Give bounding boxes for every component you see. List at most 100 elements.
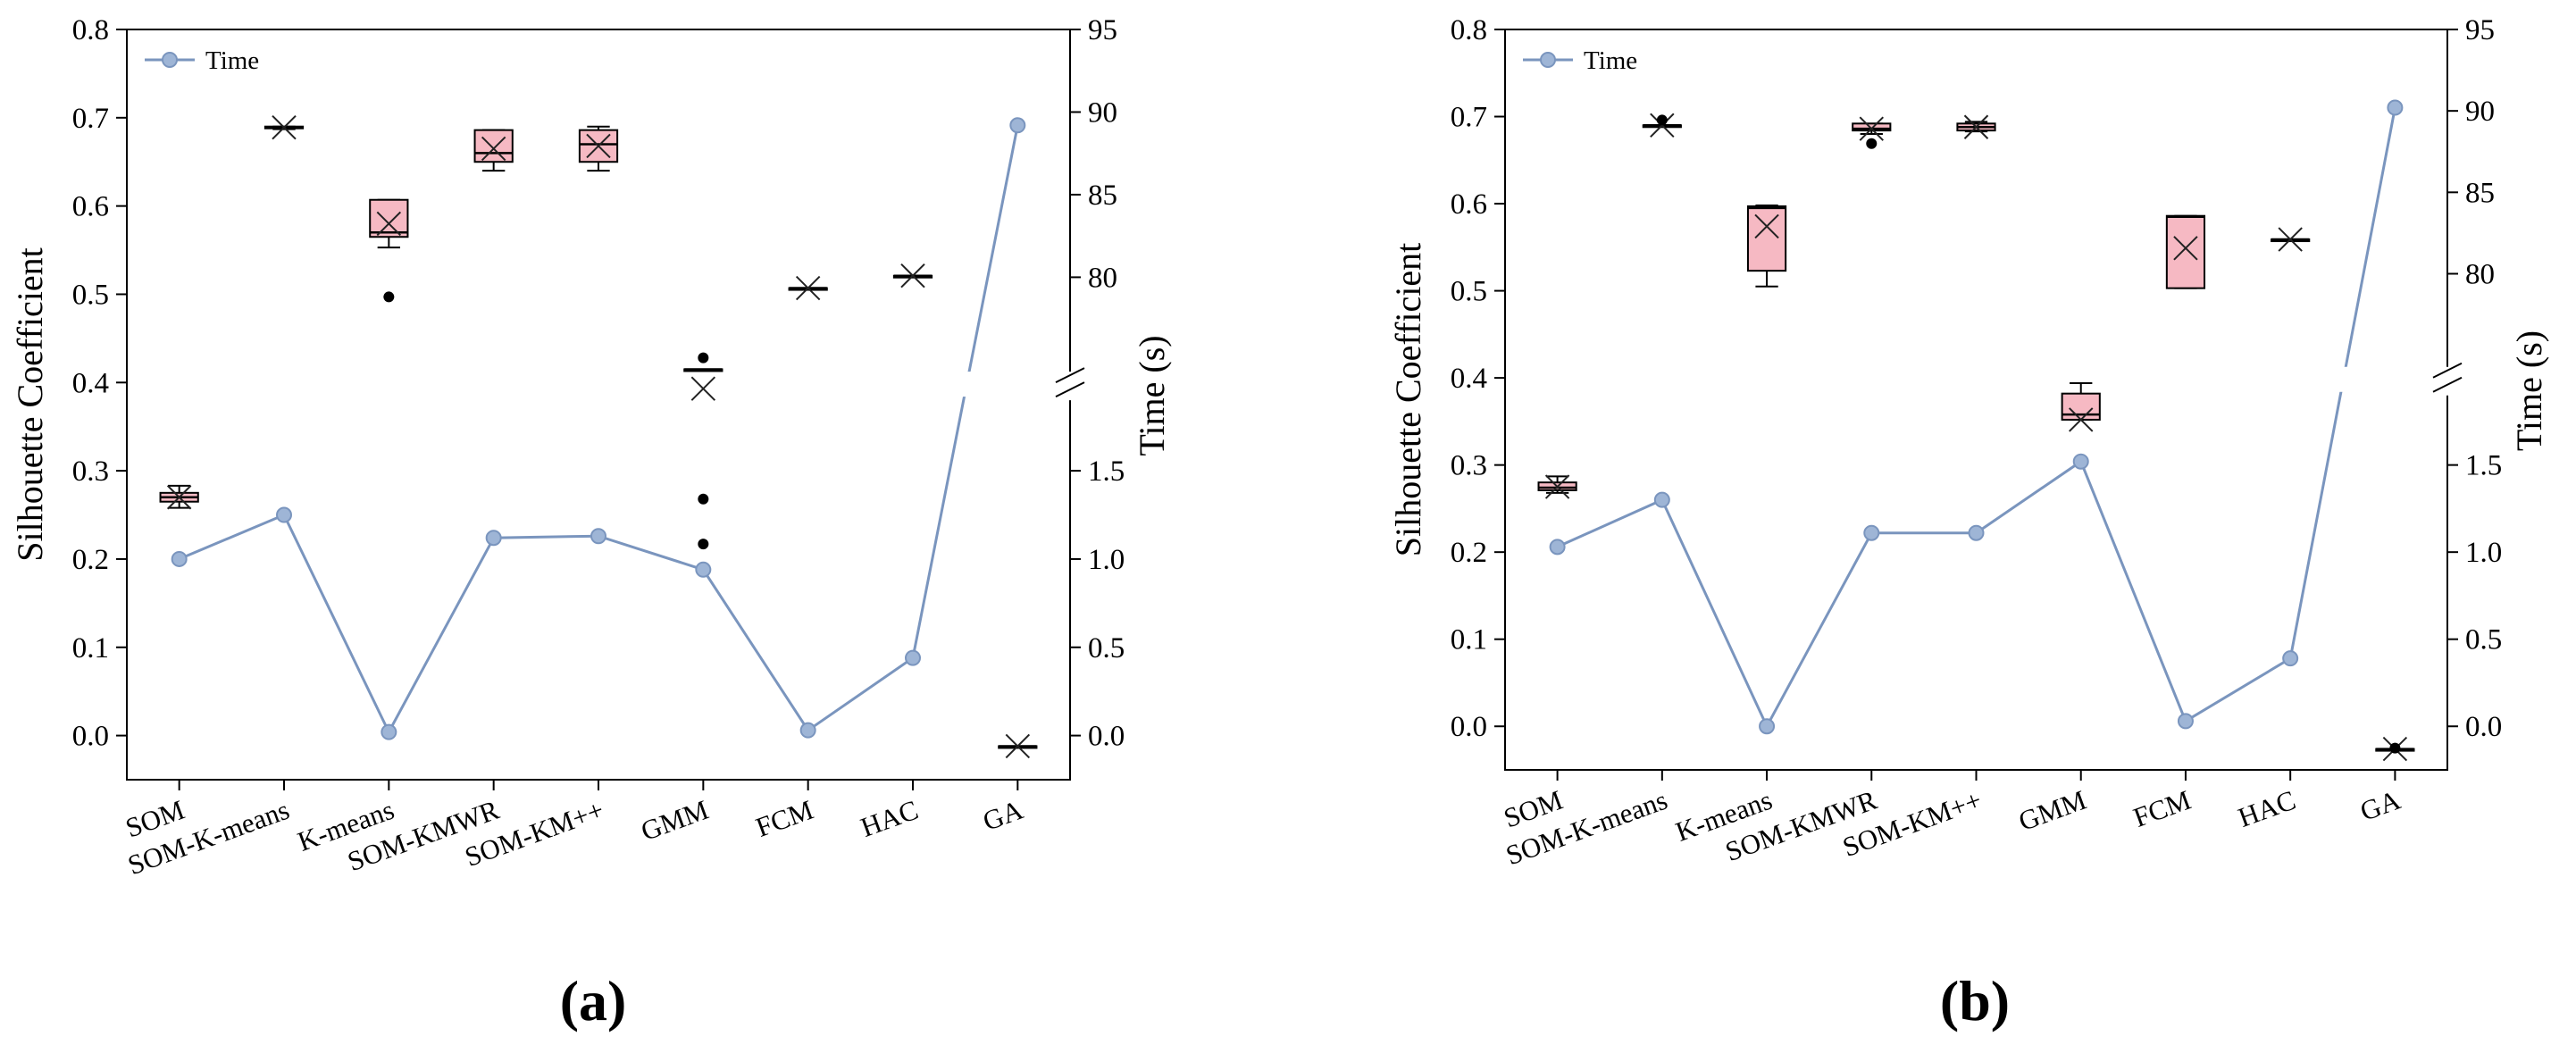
time-series-point — [381, 723, 397, 740]
box-ga — [998, 733, 1038, 759]
y-tick-label: 0.2 — [1451, 537, 1487, 569]
time-series-point — [799, 722, 816, 739]
y2-tick-label: 1.0 — [2465, 537, 2502, 569]
box-hac — [892, 263, 933, 288]
box-gmm — [683, 352, 723, 550]
box-som-kmwr — [473, 129, 514, 172]
time-series-point — [485, 530, 502, 547]
axis-break-mark — [1055, 367, 1085, 401]
box-som-km- — [578, 125, 619, 172]
box-mean-marker — [376, 211, 402, 237]
panel-label: (a) — [560, 969, 627, 1032]
time-series-break-gap — [2336, 366, 2351, 392]
box-outlier — [698, 539, 709, 550]
box-body — [369, 198, 409, 238]
box-gmm — [2061, 381, 2101, 432]
time-series-point — [695, 561, 712, 578]
y-tick-label: 0.1 — [72, 632, 109, 664]
box-som-k-means — [1642, 113, 1682, 138]
y-tick-label: 0.7 — [72, 103, 109, 135]
y2-tick-label: 0.5 — [1088, 632, 1125, 664]
box-body — [1852, 122, 1892, 132]
time-series-point — [2177, 713, 2194, 730]
y2-axis-title: Time (s) — [1132, 335, 1172, 455]
axis-break-line — [1055, 381, 1085, 398]
time-series-point — [590, 528, 606, 545]
x-tick-label: FCM — [752, 794, 818, 843]
x-tick-label: HAC — [857, 794, 922, 843]
y2-tick-label: 85 — [2465, 177, 2495, 209]
time-series-point — [1549, 539, 1566, 556]
legend: Time — [1523, 46, 1637, 75]
y-tick-label: 0.3 — [72, 455, 109, 488]
box-outlier — [698, 352, 709, 364]
box-fcm — [2165, 214, 2206, 289]
y-tick-label: 0.0 — [1451, 711, 1487, 743]
box-outlier — [1656, 114, 1668, 126]
axis-break-line — [2432, 376, 2463, 393]
time-series-point — [1968, 524, 1985, 541]
y-tick-label: 0.5 — [1451, 276, 1487, 308]
time-series-point — [2072, 453, 2089, 470]
y-tick-label: 0.5 — [72, 279, 109, 311]
box-mean-marker — [1544, 474, 1570, 499]
x-tick-label: HAC — [2234, 784, 2299, 833]
box-mean-marker — [1859, 116, 1884, 141]
y-tick-label: 0.0 — [72, 721, 109, 753]
axis-break-line — [1055, 367, 1085, 384]
time-series-point — [171, 550, 188, 567]
y2-tick-label: 90 — [2465, 96, 2495, 128]
y-tick-label: 0.4 — [72, 367, 109, 399]
y-tick-label: 0.6 — [72, 191, 109, 223]
time-series-point — [1653, 491, 1670, 508]
axis-break-mark — [2432, 362, 2463, 396]
y2-tick-label: 1.0 — [1088, 544, 1125, 576]
y2-tick-label: 1.5 — [1088, 455, 1125, 488]
x-tick-label: FCM — [2129, 784, 2195, 833]
y-tick-label: 0.1 — [1451, 624, 1487, 656]
time-series-point — [1009, 117, 1026, 134]
box-mean-marker — [795, 275, 821, 301]
box-mean-marker — [690, 376, 716, 401]
box-som — [159, 484, 199, 510]
legend-marker — [162, 52, 178, 68]
y2-tick-label: 80 — [2465, 258, 2495, 290]
box-mean-marker — [1963, 114, 1989, 139]
box-som — [1537, 474, 1577, 499]
box-body — [2165, 214, 2206, 289]
y-tick-label: 0.6 — [1451, 188, 1487, 221]
box-mean-marker — [166, 485, 192, 510]
box-mean-marker — [1005, 733, 1031, 759]
box-mean-marker — [1754, 213, 1779, 239]
box-body — [1746, 205, 1787, 272]
time-series-point — [2387, 99, 2404, 116]
box-outlier — [2389, 742, 2401, 754]
plot-frame — [1504, 29, 2448, 771]
y-tick-label: 0.2 — [72, 544, 109, 576]
box-mean-marker — [272, 114, 297, 140]
box-fcm — [788, 275, 828, 301]
y2-tick-label: 0.0 — [1088, 721, 1125, 753]
time-series-line — [1556, 107, 2396, 730]
box-mean-marker — [2278, 227, 2303, 252]
y2-tick-label: 85 — [1088, 180, 1117, 212]
box-som-kmwr — [1852, 116, 1892, 149]
y2-tick-label: 95 — [1088, 14, 1117, 46]
y2-tick-label: 95 — [2465, 14, 2495, 46]
box-mean-marker — [2069, 407, 2094, 432]
y-axis-title: Silhouette Coefficient — [1388, 243, 1428, 556]
time-series-break-gap — [959, 372, 974, 397]
y-tick-label: 0.8 — [72, 14, 109, 46]
time-series-line — [179, 125, 1019, 735]
box-outlier — [383, 291, 395, 303]
chart-panel-b: 0.0 0.1 0.2 0.3 0.4 0.5 0.6 0.7 0.8 0.0 0.5 1.0 1.5 8… — [1388, 14, 2549, 1032]
legend-marker — [1540, 52, 1556, 68]
axis-break-line — [2432, 362, 2463, 379]
box-mean-marker — [2173, 236, 2198, 261]
panel-label: (b) — [1940, 969, 2010, 1032]
y2-tick-label: 0.0 — [2465, 711, 2502, 743]
legend-label: Time — [1584, 46, 1637, 75]
box-ga — [2375, 736, 2415, 762]
x-tick-label: GA — [979, 793, 1028, 836]
box-mean-marker — [481, 136, 506, 162]
